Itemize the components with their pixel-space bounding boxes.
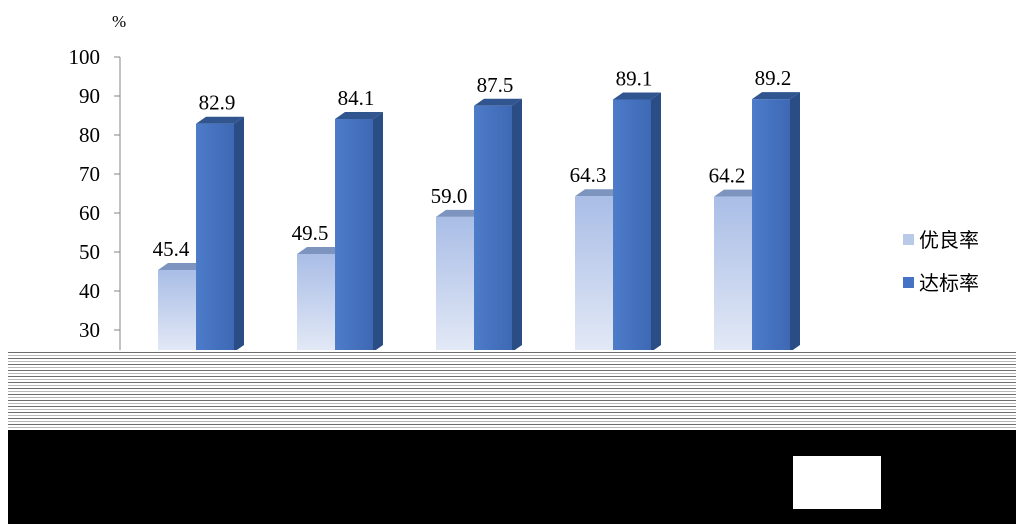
- bar-youliang-3-front: [575, 196, 613, 352]
- bar-dabiao-4: [752, 92, 800, 353]
- legend-label-dabiao: 达标率: [919, 271, 979, 295]
- bar-dabiao-3-top: [613, 92, 661, 100]
- bar-dabiao-0-top: [196, 116, 244, 124]
- bar-youliang-4-front: [714, 196, 752, 352]
- y-tick-label: 30: [79, 318, 100, 342]
- y-tick-label: 50: [79, 240, 100, 264]
- data-label-youliang: 59.0: [431, 184, 468, 208]
- legend: 优良率 达标率: [903, 228, 979, 295]
- bar-youliang-1-top: [297, 246, 345, 254]
- data-label-youliang: 45.4: [153, 237, 190, 261]
- bar-dabiao-4-side: [790, 92, 800, 353]
- bar-youliang-1-front: [297, 253, 335, 352]
- white-box: [793, 456, 881, 509]
- data-label-youliang: 64.2: [709, 164, 746, 188]
- bar-dabiao-2: [474, 98, 522, 352]
- bar-youliang-3-top: [575, 189, 623, 197]
- y-tick-label: 100: [69, 45, 101, 69]
- bar-dabiao-0-side: [234, 116, 244, 352]
- bar-youliang-0-top: [158, 262, 206, 270]
- bar-dabiao-3-front: [613, 99, 651, 352]
- bar-dabiao-1: [335, 112, 383, 352]
- bar-dabiao-1-side: [373, 112, 383, 352]
- bar-dabiao-1-top: [335, 112, 383, 120]
- y-unit-label: %: [112, 12, 126, 31]
- bar-dabiao-1-front: [335, 119, 373, 352]
- y-tick-label: 70: [79, 162, 100, 186]
- legend-swatch-youliang: [903, 234, 914, 245]
- y-axis-ticks: 30 40 50 60 70 80 90 100: [69, 45, 120, 342]
- bar-youliang-2-top: [436, 209, 484, 217]
- y-tick-label: 90: [79, 84, 100, 108]
- bar-dabiao-2-front: [474, 105, 512, 352]
- data-label-dabiao: 89.1: [616, 67, 653, 91]
- data-label-dabiao: 82.9: [199, 91, 236, 115]
- bar-dabiao-2-side: [512, 98, 522, 352]
- data-label-dabiao: 87.5: [477, 73, 514, 97]
- legend-label-youliang: 优良率: [919, 228, 979, 252]
- data-label-dabiao: 89.2: [755, 66, 792, 90]
- data-label-youliang: 49.5: [292, 221, 329, 245]
- y-tick-label: 40: [79, 279, 100, 303]
- bar-youliang-0-front: [158, 269, 196, 352]
- bar-series: [158, 92, 800, 353]
- bar-dabiao-3-side: [651, 92, 661, 352]
- data-label-dabiao: 84.1: [338, 86, 375, 110]
- bar-dabiao-4-front: [752, 99, 790, 353]
- data-labels: 45.4 82.9 49.5 84.1 59.0 87.5 64.3 89.1 64.2 89.2: [153, 66, 792, 261]
- bar-dabiao-2-top: [474, 98, 522, 106]
- bar-dabiao-0-front: [196, 123, 234, 352]
- y-tick-label: 60: [79, 201, 100, 225]
- corrupted-region: [8, 350, 1016, 430]
- y-tick-label: 80: [79, 123, 100, 147]
- bar-youliang-2-front: [436, 216, 474, 352]
- bar-dabiao-4-top: [752, 92, 800, 100]
- bar-dabiao-0: [196, 116, 244, 352]
- bar-youliang-4-top: [714, 189, 762, 197]
- bar-dabiao-3: [613, 92, 661, 352]
- data-label-youliang: 64.3: [570, 163, 607, 187]
- legend-swatch-dabiao: [903, 277, 914, 288]
